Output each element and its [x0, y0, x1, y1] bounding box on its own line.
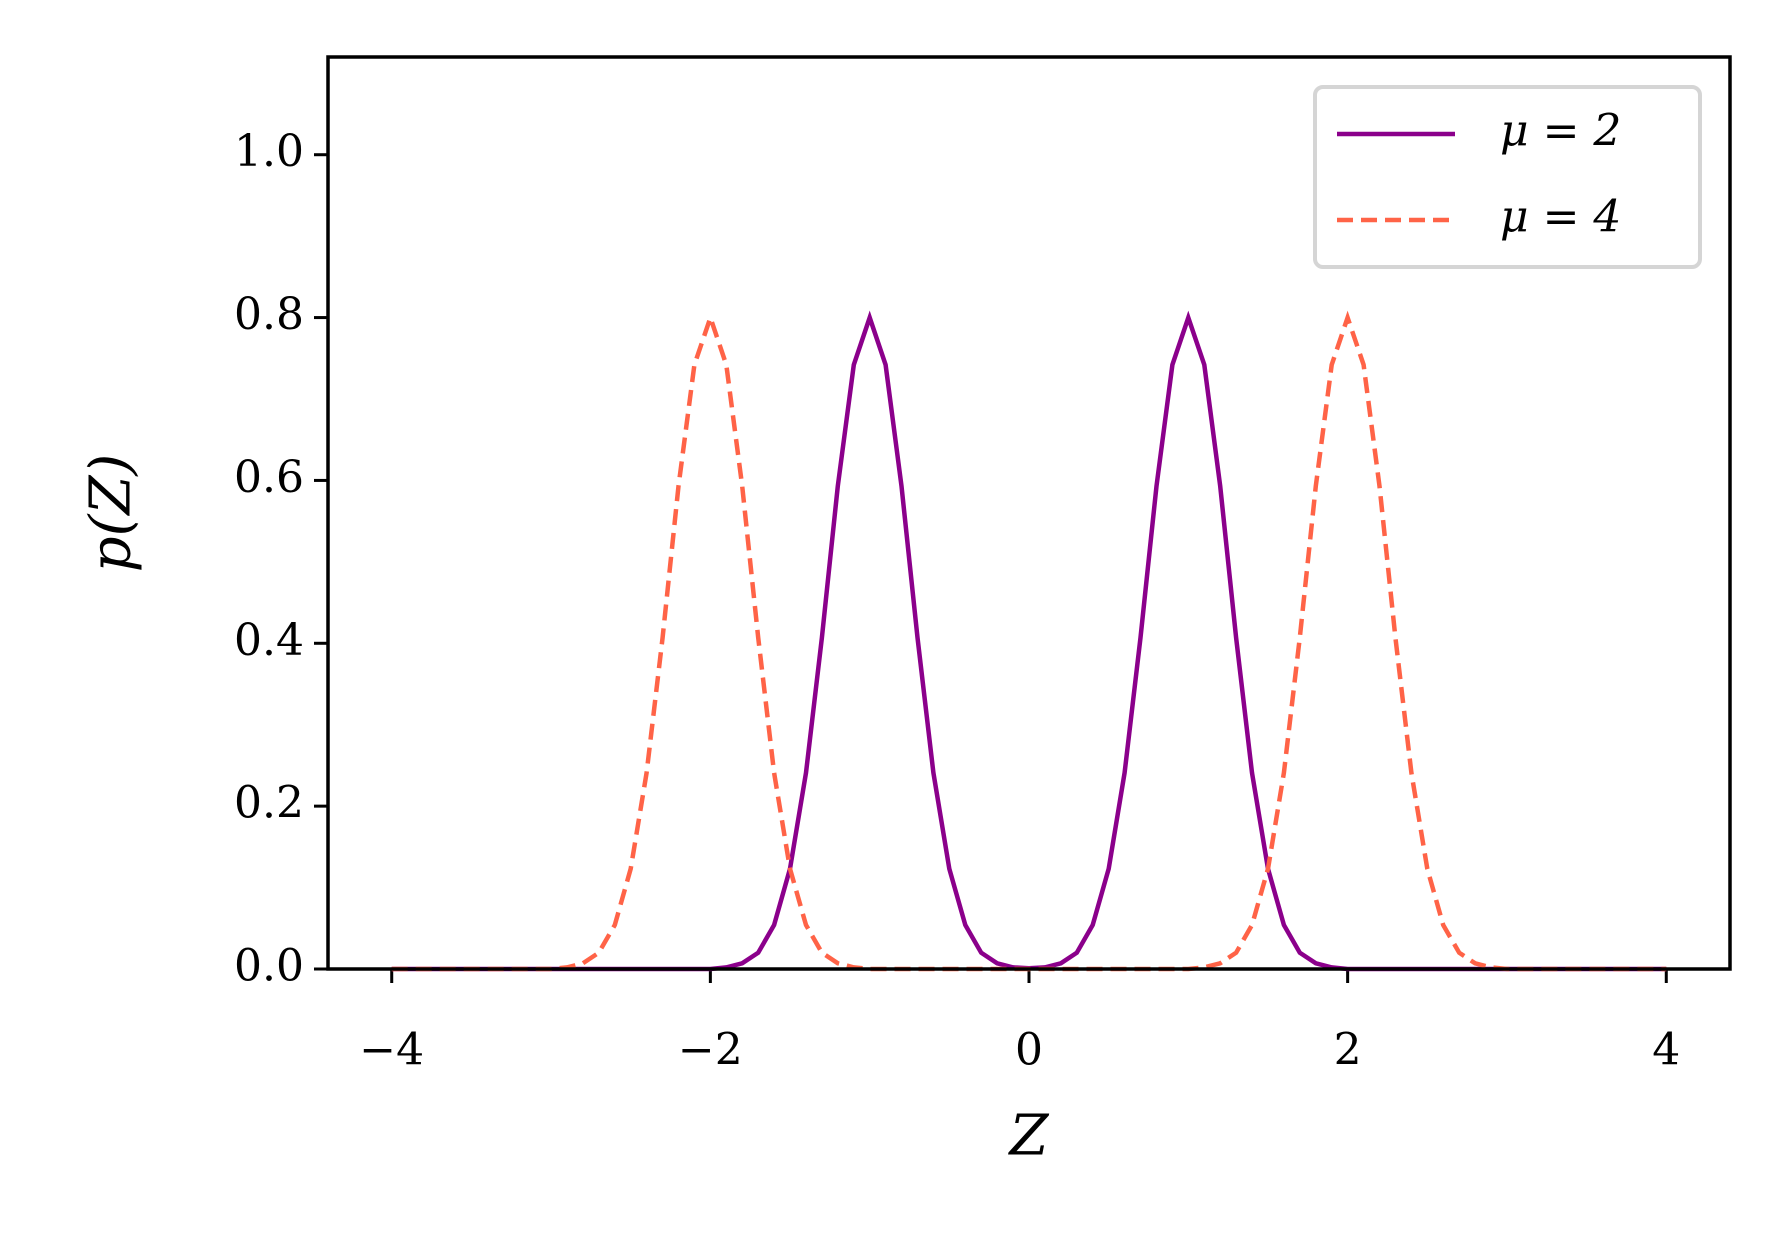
x-tick-label: 4	[1652, 1025, 1680, 1076]
x-tick-label: −4	[359, 1025, 424, 1076]
series-line	[391, 310, 1667, 972]
y-tick-label: 1.0	[234, 126, 304, 177]
series-line	[391, 310, 1667, 972]
legend-label: μ = 4	[1500, 192, 1621, 243]
y-axis-label: p(Z)	[79, 454, 144, 572]
x-tick-label: −2	[678, 1025, 743, 1076]
plot-frame	[326, 55, 1732, 971]
x-tick-label: 0	[1015, 1025, 1043, 1076]
x-tick-label: 2	[1334, 1025, 1362, 1076]
y-tick-label: 0.2	[234, 778, 304, 829]
y-tick-label: 0.4	[234, 615, 304, 666]
legend-label: μ = 2	[1500, 106, 1621, 157]
y-tick-label: 0.6	[234, 452, 304, 503]
y-tick-label: 0.0	[234, 941, 304, 992]
x-axis-label: Z	[1008, 1104, 1050, 1169]
y-tick-label: 0.8	[234, 289, 304, 340]
